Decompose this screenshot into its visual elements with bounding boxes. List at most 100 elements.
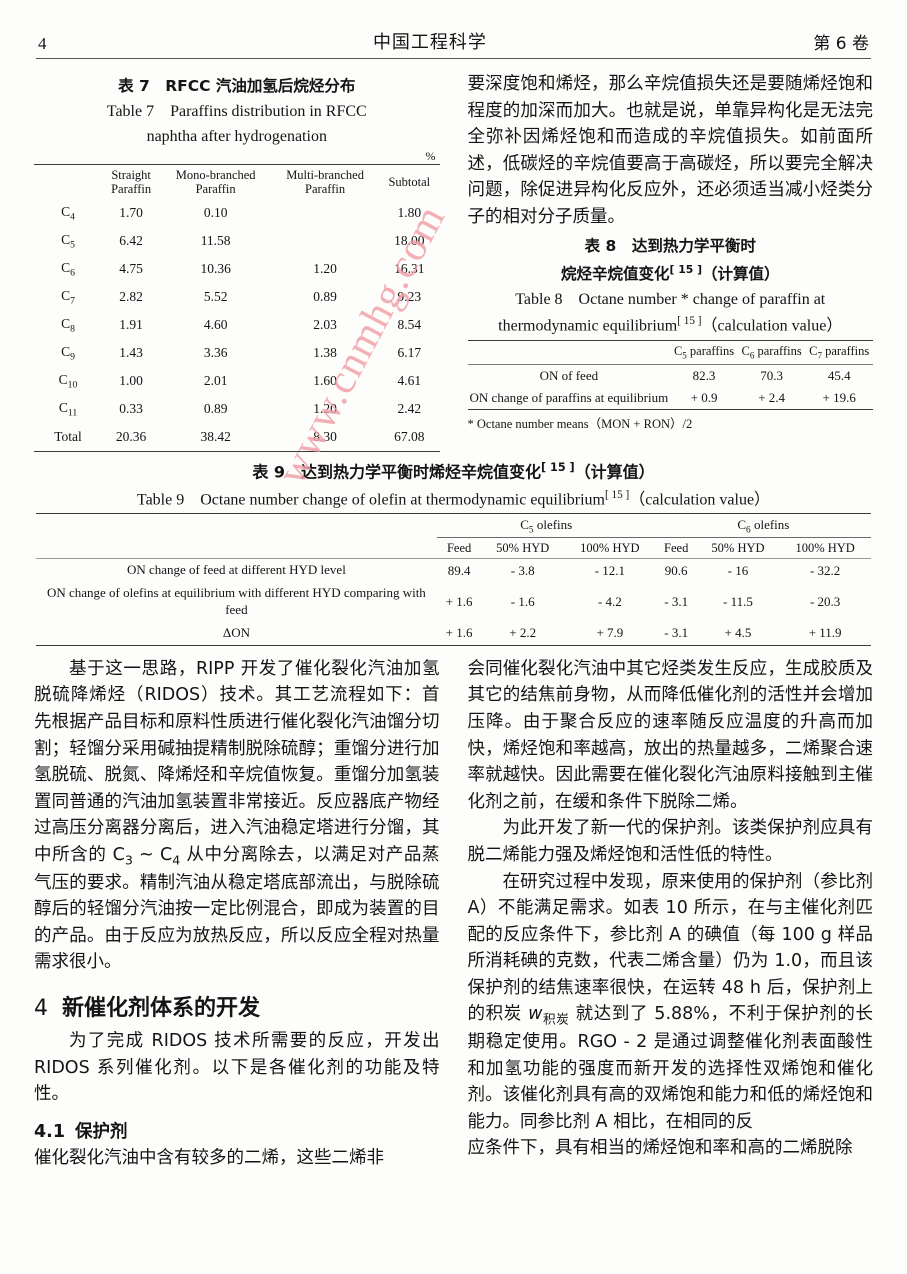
table9-subheader-row: Feed 50% HYD 100% HYD Feed 50% HYD 100% HYD xyxy=(36,537,871,558)
table9-row-label: ON change of olefins at equilibrium with… xyxy=(46,585,426,617)
table7-header-row: Straight Paraffin Mono-branched Paraffin… xyxy=(34,164,440,199)
table9: C5 olefins C6 olefins Feed 50% HYD 100% HY… xyxy=(36,513,871,646)
table7-col-multi: Multi-branched Paraffin xyxy=(271,164,379,199)
left-paragraph-2: 为了完成 RIDOS 技术所需要的反应，开发出 RIDOS 系列催化剂。以下是各… xyxy=(34,1030,440,1105)
table8-cell: 45.4 xyxy=(827,367,851,383)
table8-footnote: * Octane number means（MON + RON）/2 xyxy=(467,417,693,432)
table8-body: ON of feed 82.3 70.3 45.4 ON change of paraf… xyxy=(467,364,873,410)
table9-cell: - 3.8 xyxy=(510,562,535,578)
table8-caption-en-1: Table 8 Octane number * change of paraff… xyxy=(515,291,826,309)
table7-cell-straight: 1.43 xyxy=(119,345,143,361)
table8-row: ON change of paraffins at equilibrium + 0… xyxy=(467,387,873,410)
table7-unit: % xyxy=(425,148,436,163)
left-paragraph-1: 基于这一思路，RIPP 开发了催化裂化汽油加氢脱硫降烯烃（RIDOS）技术。其工… xyxy=(34,658,440,973)
table7-cell-straight: 4.75 xyxy=(119,261,143,277)
table7-row: C9 1.43 3.36 1.38 6.17 xyxy=(34,339,440,367)
table9-group-row: C5 olefins C6 olefins xyxy=(36,513,871,538)
table8-caption-en-2: thermodynamic equilibrium[ 15 ]（calculat… xyxy=(498,315,843,335)
header-rule xyxy=(36,58,871,59)
table9-group-c5: C5 olefins xyxy=(436,513,656,538)
table7-row-label: C4 xyxy=(61,204,75,223)
table9-subheader-cell: Feed xyxy=(664,540,689,555)
table7-row-label: C7 xyxy=(61,288,75,307)
table8-cell: + 19.6 xyxy=(822,390,856,406)
table7-head: Straight Paraffin Mono-branched Paraffin… xyxy=(34,164,440,199)
table9-cell: + 11.9 xyxy=(808,625,842,641)
table9-cell: + 1.6 xyxy=(445,593,473,609)
section-heading-4-number: 4 xyxy=(34,995,48,1021)
table7-row: C10 1.00 2.01 1.60 4.61 xyxy=(34,367,440,395)
table8-row-label: ON change of paraffins at equilibrium xyxy=(469,390,669,406)
table9-caption-cn: 表 9 达到热力学平衡时烯烃辛烷值变化[ 15 ]（计算值） xyxy=(252,461,655,482)
table9-group-blank xyxy=(36,514,437,538)
table7-row-label: C10 xyxy=(58,372,78,391)
table8-cell: + 2.4 xyxy=(758,390,786,406)
table9-cell: 90.6 xyxy=(664,562,688,578)
table7-cell-subtotal: 18.00 xyxy=(394,233,425,249)
table9-group-c6: C6 olefins xyxy=(655,513,871,538)
table7-col-mono: Mono-branched Paraffin xyxy=(160,164,271,199)
table9-block: 表 9 达到热力学平衡时烯烃辛烷值变化[ 15 ]（计算值） Table 9 O… xyxy=(26,460,881,646)
table8-row: ON of feed 82.3 70.3 45.4 xyxy=(467,364,873,387)
right-paragraph-3: 在研究过程中发现，原来使用的保护剂（参比剂 A）不能满足需求。如表 10 所示，… xyxy=(467,871,874,1132)
right-column-lower: 会同催化裂化汽油中其它烃类发生反应，生成胶质及其它的结焦前身物，从而降低催化剂的… xyxy=(468,656,874,1165)
table9-subheader-cell: 100% HYD xyxy=(795,540,855,555)
table7-cell-multi: 1.20 xyxy=(313,401,337,417)
table7-row: C6 4.75 10.36 1.20 16.31 xyxy=(34,255,440,283)
table7-caption-en-1: Table 7 Paraffins distribution in RFCC xyxy=(106,103,367,121)
table9-subheader-blank xyxy=(36,537,437,558)
table7-cell-multi: 1.60 xyxy=(313,373,337,389)
upper-columns: 表 7 RFCC 汽油加氢后烷烃分布 Table 7 Paraffins dis… xyxy=(26,71,881,452)
table9-row-label: ON change of feed at different HYD level xyxy=(126,562,346,578)
table7-cell-multi xyxy=(271,199,379,227)
table8-row-label: ON of feed xyxy=(539,367,599,383)
table9-cell: - 1.6 xyxy=(510,593,535,609)
table7-row-label: C8 xyxy=(61,316,75,335)
table7-cell-straight: 1.00 xyxy=(119,373,143,389)
table9-cell: + 4.5 xyxy=(724,625,752,641)
table7-row: C7 2.82 5.52 0.89 9.23 xyxy=(34,283,440,311)
table7-body: C4 1.70 0.10 1.80 C5 6.42 11.58 18.00 C6 4.75 10.3… xyxy=(34,199,440,452)
table7-cell-multi: 2.03 xyxy=(313,317,337,333)
table9-cell: - 11.5 xyxy=(723,593,753,609)
table8-col-c6: C6 paraffins xyxy=(741,343,802,361)
table9-cell: - 16 xyxy=(727,562,749,578)
volume-label: 第 6 卷 xyxy=(813,34,869,54)
table7-col-mono-l2: Paraffin xyxy=(195,182,236,196)
table7-cell-mono: 0.10 xyxy=(203,205,228,221)
journal-title: 中国工程科学 xyxy=(372,32,487,53)
table7-cell-mono: 4.60 xyxy=(203,317,228,333)
table7-cell-subtotal: 8.54 xyxy=(397,317,422,333)
table9-cell: + 7.9 xyxy=(596,625,624,641)
table7-col-straight: Straight Paraffin xyxy=(102,164,160,199)
table7-row: C8 1.91 4.60 2.03 8.54 xyxy=(34,311,440,339)
table9-head: C5 olefins C6 olefins Feed 50% HYD 100% HY… xyxy=(36,513,871,559)
right-paragraph-1: 会同催化裂化汽油中其它烃类发生反应，生成胶质及其它的结焦前身物，从而降低催化剂的… xyxy=(467,658,874,812)
right-paragraph-2: 为此开发了新一代的保护剂。该类保护剂应具有脱二烯能力强及烯烃饱和活性低的特性。 xyxy=(467,818,874,865)
table7-row: C5 6.42 11.58 18.00 xyxy=(34,227,440,255)
table7-row-label: C9 xyxy=(61,344,75,363)
table9-cell: - 4.2 xyxy=(597,593,622,609)
table9-row: ON change of olefins at equilibrium with… xyxy=(36,582,871,622)
running-head: 4 中国工程科学 第 6 卷 xyxy=(26,0,881,58)
table9-cell: + 2.2 xyxy=(509,625,537,641)
table7-cell-straight: 0.33 xyxy=(119,401,143,417)
table9-cell: - 20.3 xyxy=(809,593,841,609)
table9-subheader-cell: Feed xyxy=(446,540,472,555)
lower-columns: 基于这一思路，RIPP 开发了催化裂化汽油加氢脱硫降烯烃（RIDOS）技术。其工… xyxy=(26,656,881,1165)
table7-col-multi-l1: Multi-branched xyxy=(286,167,364,182)
table9-cell: - 12.1 xyxy=(594,562,626,578)
table9-cell: - 3.1 xyxy=(664,593,689,609)
table7-cell-straight: 1.91 xyxy=(119,317,143,333)
section-heading-4-text: 新催化剂体系的开发 xyxy=(62,995,261,1021)
section-heading-41: 4.1 保护剂 xyxy=(34,1118,440,1143)
table8-caption-cn-2: 烷烃辛烷值变化[ 15 ]（计算值） xyxy=(560,262,780,283)
table8: C5 paraffins C6 paraffins C7 paraffins O… xyxy=(467,340,873,410)
table7-cell-straight: 1.70 xyxy=(119,205,143,221)
table7-cell-subtotal: 4.61 xyxy=(397,373,422,389)
table7-row-label: C11 xyxy=(58,400,78,419)
table7-col-multi-l2: Paraffin xyxy=(305,182,346,196)
right-top-paragraph: 要深度饱和烯烃，那么辛烷值损失还是要随烯烃饱和程度的加深而加大。也就是说，单靠异… xyxy=(467,74,874,227)
table8-col-c5: C5 paraffins xyxy=(673,343,735,361)
